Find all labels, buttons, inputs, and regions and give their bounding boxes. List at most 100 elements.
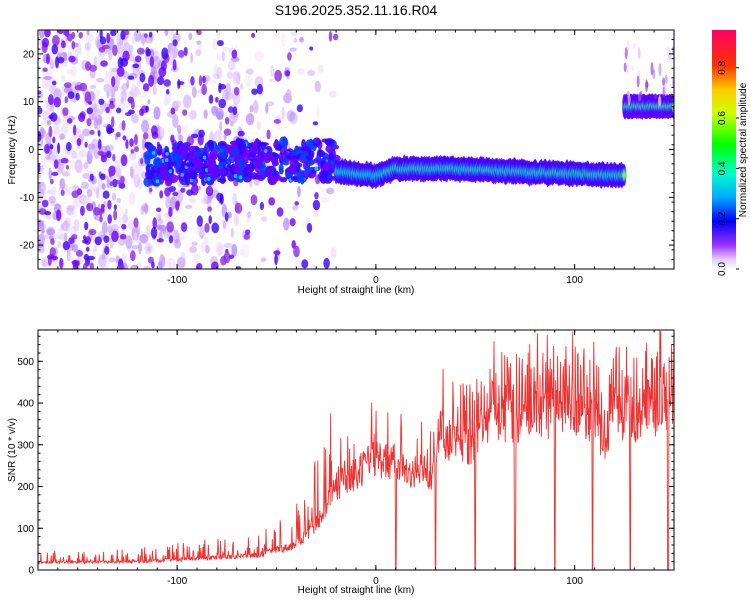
- heatmap-cell: [45, 154, 51, 160]
- heatmap-cell: [218, 145, 226, 158]
- heatmap-cell: [119, 233, 127, 240]
- heatmap-cell: [178, 49, 185, 58]
- heatmap-cell: [97, 138, 102, 150]
- heatmap-cell: [155, 207, 162, 213]
- heatmap-cell: [172, 59, 177, 71]
- heatmap-cell: [103, 235, 110, 243]
- heatmap-cell: [84, 141, 88, 148]
- heatmap-cell: [188, 154, 193, 164]
- snr-ytick-label: 400: [17, 399, 34, 410]
- heatmap-cell: [218, 168, 227, 176]
- heatmap-cell: [144, 170, 155, 180]
- heatmap-cell: [49, 54, 57, 68]
- heatmap-cell: [114, 160, 120, 168]
- heatmap-cell: [185, 162, 195, 168]
- heatmap-cell: [61, 170, 70, 177]
- heatmap-cell: [182, 109, 188, 116]
- heatmap-cell: [44, 211, 52, 216]
- heatmap-cell: [110, 30, 117, 37]
- heatmap-cell: [202, 155, 207, 160]
- heatmap-cell: [53, 128, 63, 138]
- heatmap-cell: [111, 84, 116, 96]
- heatmap-cell: [71, 150, 78, 159]
- heatmap-cell: [93, 55, 98, 66]
- heatmap-cell: [637, 47, 641, 59]
- heatmap-cell: [70, 210, 77, 218]
- heatmap-cell: [89, 262, 95, 269]
- heatmap-cell: [256, 83, 264, 95]
- heatmap-cell: [130, 168, 135, 180]
- heatmap-cell: [120, 154, 128, 167]
- heatmap-cell: [198, 75, 203, 87]
- heatmap-cell: [269, 78, 274, 83]
- heatmap-cell: [131, 244, 140, 250]
- heatmap-cell: [144, 242, 153, 255]
- heatmap-cell: [134, 146, 139, 153]
- heatmap-cell: [67, 91, 75, 99]
- heatmap-cell: [84, 221, 89, 231]
- heatmap-cell: [290, 31, 299, 36]
- heatmap-cell: [46, 228, 56, 236]
- heatmap-cell: [231, 49, 238, 59]
- heatmap-cell: [141, 237, 149, 245]
- colorbar-tick-label: 0.0: [717, 262, 728, 276]
- heatmap-cell: [126, 79, 130, 89]
- heatmap-cell: [225, 82, 231, 96]
- heatmap-cell: [205, 185, 214, 197]
- heatmap-cell: [250, 194, 258, 206]
- heatmap-cell: [299, 36, 304, 43]
- heatmap-cell: [281, 106, 285, 120]
- heatmap-cell: [653, 93, 657, 100]
- heatmap-cell: [245, 229, 251, 236]
- heatmap-cell: [84, 42, 91, 51]
- heatmap-cell: [131, 82, 136, 96]
- heatmap-cell: [89, 84, 97, 89]
- heatmap-cell: [222, 220, 227, 230]
- heatmap-cell: [286, 110, 296, 122]
- heatmap-cell: [48, 196, 56, 204]
- heatmap-cell: [122, 135, 127, 141]
- heatmap-cell: [62, 107, 69, 116]
- heatmap-cell: [177, 79, 181, 90]
- heatmap-cell: [106, 150, 112, 159]
- heatmap-cell: [322, 163, 333, 172]
- heatmap-cell: [38, 90, 42, 95]
- heatmap-cell: [156, 213, 162, 222]
- heatmap-cell: [203, 146, 208, 155]
- heatmap-cell: [133, 30, 142, 43]
- heatmap-cell: [194, 153, 199, 166]
- heatmap-cell: [190, 76, 195, 86]
- heatmap-cell: [257, 139, 262, 152]
- heatmap-cell: [237, 130, 245, 137]
- heatmap-cell: [285, 88, 292, 100]
- heatmap-cell: [107, 70, 114, 79]
- heatmap-cell: [188, 32, 193, 41]
- heatmap-cell: [88, 145, 96, 159]
- heatmap-cell: [82, 128, 91, 137]
- heatmap-cell: [219, 83, 227, 90]
- heatmap-cell: [304, 164, 311, 176]
- heatmap-cell: [230, 227, 235, 238]
- heatmap-cell: [104, 49, 111, 54]
- heatmap-cell: [197, 253, 201, 258]
- spectrogram-ytick-label: 10: [23, 97, 35, 108]
- heatmap-cell: [85, 246, 90, 252]
- heatmap-cell: [38, 163, 41, 173]
- heatmap-cell: [56, 162, 64, 174]
- heatmap-cell: [172, 39, 178, 47]
- heatmap-cell: [255, 156, 263, 165]
- heatmap-cell: [86, 188, 93, 198]
- heatmap-cell: [111, 192, 116, 202]
- heatmap-cell: [51, 255, 59, 261]
- heatmap-cell: [294, 260, 302, 269]
- heatmap-cell: [283, 217, 290, 231]
- heatmap-cell: [222, 155, 228, 160]
- heatmap-cell: [68, 55, 76, 63]
- heatmap-cell: [196, 30, 202, 36]
- heatmap-cell: [172, 191, 179, 197]
- heatmap-cell: [51, 44, 58, 55]
- heatmap-cell: [232, 106, 238, 116]
- heatmap-cell: [141, 33, 145, 47]
- heatmap-cell: [630, 64, 634, 71]
- heatmap-cell: [215, 96, 219, 103]
